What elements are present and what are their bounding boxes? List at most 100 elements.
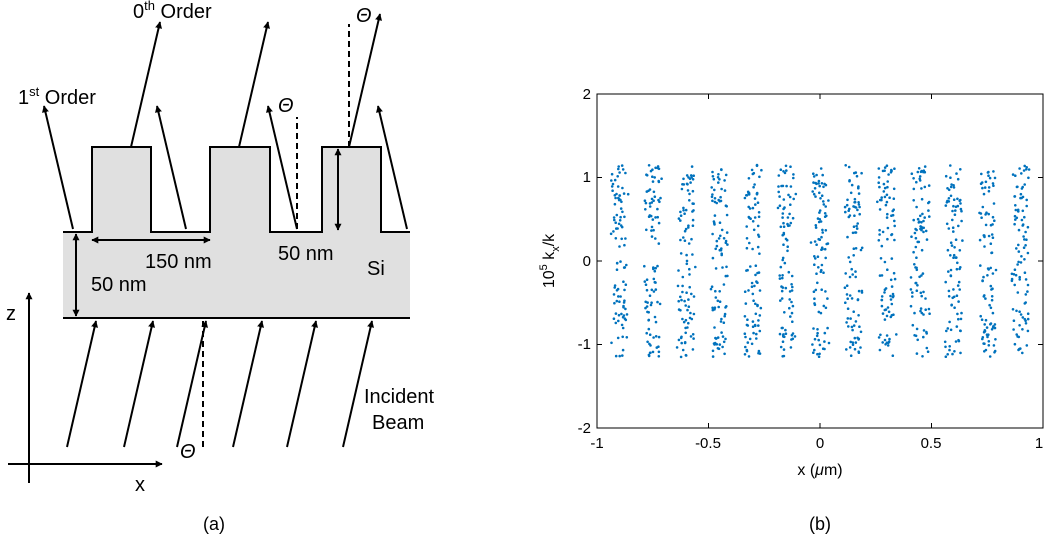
scatter-point [947,197,951,200]
scatter-point [782,198,786,201]
scatter-point [657,179,660,183]
scatter-point [654,335,658,338]
scatter-point [990,251,994,254]
scatter-point [719,320,723,323]
scatter-point [920,197,924,201]
scatter-point [886,185,889,189]
scatter-point [892,187,896,191]
scatter-point [925,346,929,350]
scatter-point [952,204,955,208]
scatter-point [877,167,881,170]
scatter-point [621,210,624,214]
scatter-point [920,187,923,190]
scatter-point [954,340,958,343]
scatter-point [992,184,995,187]
scatter-point [821,228,824,232]
scatter-point [791,216,795,220]
scatter-point [758,329,762,333]
scatter-point [1021,224,1024,227]
scatter-point [714,289,717,293]
scatter-point [679,214,683,217]
scatter-point [987,212,990,216]
first-order-arrow [266,105,298,230]
height-label: 50 nm [278,243,334,265]
scatter-point [920,248,924,252]
scatter-point [622,192,626,195]
scatter-point [846,297,849,301]
scatter-point [712,342,716,345]
scatter-point [788,195,792,199]
scatter-point [753,216,757,219]
scatter-point [1025,344,1029,347]
scatter-point [915,327,919,331]
scatter-point [745,194,749,197]
scatter-point [779,168,783,171]
scatter-point [776,206,780,210]
scatter-point [711,232,714,236]
scatter-point [951,226,955,229]
scatter-point [621,335,624,339]
scatter-point [892,313,895,317]
scatter-point [816,328,819,331]
scatter-point [692,312,696,316]
scatter-point [823,247,827,251]
scatter-point [955,325,959,328]
scatter-point [814,195,817,198]
scatter-point [991,311,995,315]
scatter-point [713,308,716,311]
scatter-point [960,209,963,213]
scatter-point [960,311,963,315]
scatter-point [948,345,951,348]
scatter-point [677,299,680,303]
scatter-point [819,311,823,315]
scatter-point [620,237,623,241]
scatter-point [725,213,729,217]
scatter-point [813,337,817,341]
scatter-point [1022,246,1026,249]
scatter-point [754,324,757,328]
scatter-point [819,167,823,170]
scatter-point [853,197,857,201]
scatter-point [915,352,919,355]
scatter-point [648,294,652,298]
scatter-point [847,165,851,169]
axis-ticks [596,93,1044,429]
scatter-point [691,202,694,205]
scatter-point [925,238,929,241]
y-tick-label: 0 [583,253,591,270]
scatter-point [922,290,925,294]
incident-arrow [66,320,98,448]
scatter-point [1023,271,1027,275]
scatter-point [687,305,691,309]
scatter-point [688,192,691,196]
scatter-point [817,338,820,342]
scatter-point [860,289,864,293]
scatter-point [691,333,695,336]
scatter-point [722,237,726,240]
scatter-point [721,335,725,338]
scatter-point [751,325,755,329]
scatter-point [711,349,715,353]
scatter-point [614,312,618,315]
scatter-point [989,322,993,325]
scatter-point [922,230,925,234]
scatter-point [823,331,827,335]
scatter-point [686,189,690,192]
scatter-point [982,295,986,298]
scatter-point [879,333,882,337]
scatter-point [949,164,952,167]
scatter-point [615,213,619,217]
scatter-point [625,263,628,267]
scatter-point [648,214,652,217]
scatter-point [686,183,689,186]
zeroth-order-arrow [238,21,270,148]
scatter-point [815,334,819,338]
scatter-point [611,189,614,192]
scatter-point [756,224,760,228]
scatter-point [647,354,651,358]
x-tick-label: 0.5 [921,435,942,452]
scatter-point [778,195,781,198]
scatter-point [622,306,625,309]
scatter-point [656,207,659,211]
scatter-point [845,348,848,351]
